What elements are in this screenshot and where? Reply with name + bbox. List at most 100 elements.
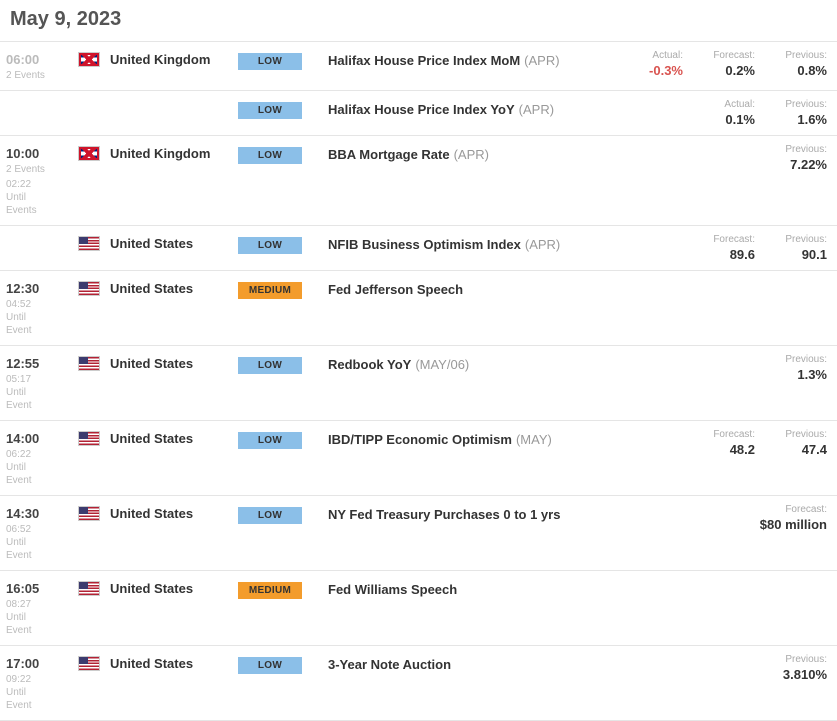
previous: Previous:47.4 [759, 429, 831, 457]
event-name: NY Fed Treasury Purchases 0 to 1 yrs [328, 507, 560, 522]
calendar-row[interactable]: 14:0006:22 Until EventUnited StatesLOWIB… [0, 421, 837, 496]
previous-label: Previous: [759, 654, 827, 665]
calendar-row[interactable]: 06:002 Events United Kingdom LOW Halifax Ho… [0, 42, 837, 91]
previous-label: Previous: [759, 144, 827, 155]
impact-badge: LOW [238, 237, 302, 254]
calendar-row[interactable]: 12:3004:52 Until Event United States MEDIU… [0, 271, 837, 346]
us-flag-icon [78, 356, 100, 371]
date-header: May 9, 2023 [0, 0, 837, 42]
previous-label: Previous: [759, 354, 827, 365]
impact-badge: LOW [238, 102, 302, 119]
calendar-row[interactable]: 14:3006:52 Until Event United States LOW NY… [0, 496, 837, 571]
previous-value: 1.3% [759, 367, 827, 382]
previous: Previous: 7.22% [759, 144, 831, 172]
economic-calendar: 06:002 Events United Kingdom LOW Halifax Ho… [0, 42, 837, 721]
forecast-value: 48.2 [687, 442, 755, 457]
actual-value: 0.1% [687, 112, 755, 127]
country-name: United States [110, 281, 193, 296]
previous: Previous: 1.3% [759, 354, 831, 382]
values-column: Forecast:89.6Previous: 90.1 [601, 234, 831, 262]
previous-value: 7.22% [759, 157, 827, 172]
event-name: IBD/TIPP Economic Optimism [328, 432, 512, 447]
forecast: Forecast:48.2 [687, 429, 759, 457]
time-column: 16:05 08:27 Until Event [6, 579, 78, 637]
countdown: 06:22 Until Event [6, 448, 78, 487]
event-column: NFIB Business Optimism Index(APR) [328, 234, 601, 252]
country-column: United States [78, 354, 238, 371]
impact-column: MEDIUM [238, 279, 328, 299]
impact-badge: LOW [238, 507, 302, 524]
previous-label: Previous: [759, 50, 827, 61]
countdown: 04:52 Until Event [6, 298, 78, 337]
country-name: United States [110, 356, 193, 371]
actual-label: Actual: [687, 99, 755, 110]
forecast-value: 0.2% [687, 63, 755, 78]
event-count: 2 Events [6, 163, 78, 176]
previous-value: 47.4 [759, 442, 827, 457]
impact-badge: LOW [238, 147, 302, 164]
country-name: United States [110, 506, 193, 521]
calendar-row[interactable]: 16:05 08:27 Until Event United States MEDIU… [0, 571, 837, 646]
time-column: 14:3006:52 Until Event [6, 504, 78, 562]
event-time: 16:05 [6, 581, 78, 596]
country-column: United States [78, 234, 238, 251]
calendar-row[interactable]: 12:5505:17 Until EventUnited StatesLOWRe… [0, 346, 837, 421]
country-column: United States [78, 429, 238, 446]
country-name: United States [110, 236, 193, 251]
country-name: United States [110, 581, 193, 596]
uk-flag-icon [78, 52, 100, 67]
previous-value: 90.1 [759, 247, 827, 262]
calendar-row[interactable]: 10:002 Events02:22 Until EventsUnited Ki… [0, 136, 837, 226]
event-column: Halifax House Price Index MoM(APR) [328, 50, 601, 68]
previous: Previous:1.6% [759, 99, 831, 127]
event-count: 2 Events [6, 69, 78, 82]
forecast-value: $80 million [721, 517, 827, 532]
actual-value: -0.3% [615, 63, 683, 78]
event-period: (APR) [524, 53, 559, 68]
previous-value: 0.8% [759, 63, 827, 78]
previous-value: 1.6% [759, 112, 827, 127]
forecast-label: Forecast: [687, 234, 755, 245]
event-column: NY Fed Treasury Purchases 0 to 1 yrs [328, 504, 601, 522]
impact-column: MEDIUM [238, 579, 328, 599]
countdown: 08:27 Until Event [6, 598, 78, 637]
country-column: United States [78, 654, 238, 671]
country-column: United States [78, 504, 238, 521]
us-flag-icon [78, 656, 100, 671]
forecast: Forecast:89.6 [687, 234, 759, 262]
values-column: Previous: 7.22% [601, 144, 831, 172]
impact-column: LOW [238, 234, 328, 254]
previous: Previous: 90.1 [759, 234, 831, 262]
us-flag-icon [78, 236, 100, 251]
country-column: United Kingdom [78, 50, 238, 67]
event-period: (MAY) [516, 432, 552, 447]
event-name: Halifax House Price Index YoY [328, 102, 515, 117]
country-column: United Kingdom [78, 144, 238, 161]
actual: Actual: 0.1% [687, 99, 759, 127]
calendar-row[interactable]: 17:0009:22 Until EventUnited StatesLOW3-… [0, 646, 837, 721]
impact-badge: LOW [238, 657, 302, 674]
event-column: BBA Mortgage Rate(APR) [328, 144, 601, 162]
country-name: United States [110, 431, 193, 446]
us-flag-icon [78, 581, 100, 596]
event-column: Fed Jefferson Speech [328, 279, 601, 297]
event-time: 14:30 [6, 506, 78, 521]
time-column: 12:3004:52 Until Event [6, 279, 78, 337]
impact-badge: LOW [238, 53, 302, 70]
impact-column: LOW [238, 99, 328, 119]
country-name: United Kingdom [110, 52, 210, 67]
previous-label: Previous: [759, 234, 827, 245]
actual: Actual:-0.3% [615, 50, 687, 78]
event-column: Fed Williams Speech [328, 579, 601, 597]
event-time: 12:55 [6, 356, 78, 371]
previous-value: 3.810% [759, 667, 827, 682]
time-column: 06:002 Events [6, 50, 78, 82]
values-column: Previous: 1.3% [601, 354, 831, 382]
calendar-row[interactable]: United States LOW NFIB Business Optimism I… [0, 226, 837, 271]
event-name: Fed Jefferson Speech [328, 282, 463, 297]
event-period: (APR) [519, 102, 554, 117]
calendar-row[interactable]: LOW Halifax House Price Index YoY (APR) Act… [0, 91, 837, 136]
event-name: Redbook YoY [328, 357, 411, 372]
country-name: United Kingdom [110, 146, 210, 161]
event-name: 3-Year Note Auction [328, 657, 451, 672]
